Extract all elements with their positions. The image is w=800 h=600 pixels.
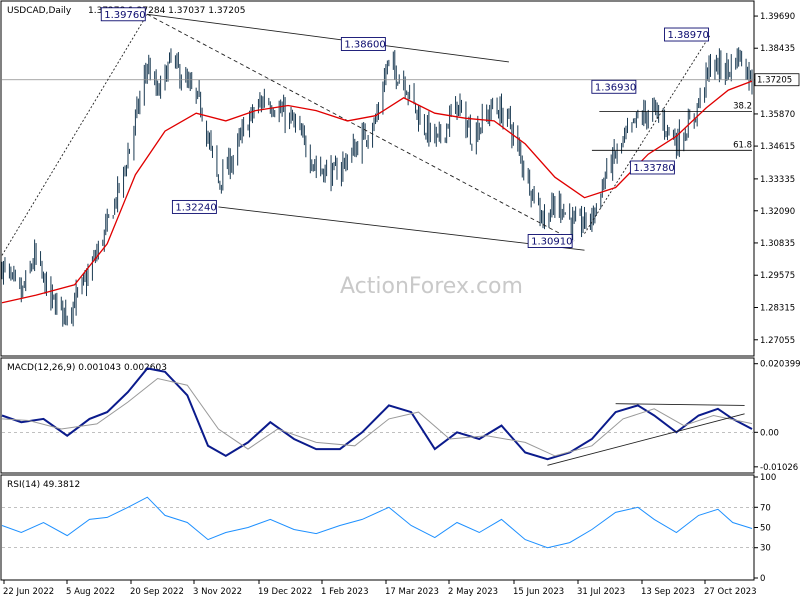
rsi-layer: 100 70 50 30 0 bbox=[1, 473, 776, 584]
price-annotation-box bbox=[340, 37, 386, 51]
price-trendline bbox=[147, 13, 509, 63]
price-tick-label: 1.29575 bbox=[760, 271, 795, 281]
current-price-label: 1.37205 bbox=[757, 76, 792, 86]
fib-level-label: 38.2 bbox=[733, 102, 752, 112]
rsi-tick-label: 100 bbox=[760, 473, 776, 483]
price-annotation-label: 1.38970 bbox=[667, 30, 708, 41]
ema-line bbox=[1, 80, 753, 304]
macd-tick-label: 0.020399 bbox=[760, 360, 800, 370]
x-tick-label: 19 Dec 2022 bbox=[258, 587, 312, 597]
price-candles bbox=[1, 47, 753, 327]
price-tick-label: 1.35870 bbox=[760, 110, 795, 120]
macd-tick-label: 0.00 bbox=[760, 428, 779, 438]
x-tick-label: 13 Sep 2023 bbox=[641, 587, 695, 597]
rsi-tick-label: 0 bbox=[760, 574, 765, 584]
x-tick-label: 15 Jun 2023 bbox=[513, 587, 564, 597]
price-tick-label: 1.33335 bbox=[760, 175, 795, 185]
price-trendline bbox=[584, 34, 711, 234]
macd-line bbox=[1, 367, 753, 461]
price-header-symbol: USDCAD,Daily bbox=[7, 6, 72, 16]
price-trendline bbox=[147, 13, 575, 242]
price-tick-label: 1.34615 bbox=[760, 142, 795, 152]
x-tick-label: 27 Oct 2023 bbox=[704, 587, 757, 597]
rsi-tick-label: 30 bbox=[760, 544, 771, 554]
macd-panel bbox=[0, 357, 755, 474]
price-annotation-label: 1.36930 bbox=[595, 82, 636, 93]
x-tick-label: 20 Sep 2022 bbox=[130, 587, 184, 597]
price-annotation-box bbox=[664, 27, 709, 42]
price-tick-label: 1.39690 bbox=[760, 12, 795, 22]
macd-header: MACD(12,26,9) 0.001043 0.002603 bbox=[7, 363, 167, 373]
x-tick-label: 31 Jul 2023 bbox=[577, 587, 625, 597]
price-trendline bbox=[218, 206, 585, 251]
price-tick-label: 1.30835 bbox=[760, 239, 795, 249]
price-overlays: 1.37205 38.2 61.8 bbox=[1, 13, 800, 304]
price-tick-label: 1.27055 bbox=[760, 336, 795, 346]
x-tick-label: 5 Aug 2022 bbox=[66, 587, 115, 597]
rsi-header: RSI(14) 49.3812 bbox=[7, 480, 80, 490]
x-tick-label: 22 Jun 2022 bbox=[3, 587, 54, 597]
price-header-ohlc: 1.37278 1.37284 1.37037 1.37205 bbox=[88, 6, 245, 16]
x-tick-label: 2 May 2023 bbox=[448, 587, 498, 597]
price-annotation-box bbox=[527, 234, 573, 248]
rsi-tick-label: 50 bbox=[760, 524, 771, 534]
macd-trendline bbox=[615, 403, 745, 406]
price-annotation-box bbox=[629, 160, 675, 175]
price-axis: 1.39690 1.38435 1.37205 1.35870 1.34615 1.333… bbox=[754, 12, 795, 346]
macd-trendline bbox=[547, 413, 745, 466]
price-annotation-box bbox=[171, 199, 217, 214]
signal-line bbox=[1, 377, 753, 457]
macd-layer: 0.020399 0.00 -0.01026 bbox=[1, 360, 800, 473]
price-annotation-label: 1.32240 bbox=[175, 202, 216, 213]
price-annotation-label: 1.38600 bbox=[344, 39, 385, 50]
x-tick-label: 17 Mar 2023 bbox=[385, 587, 439, 597]
rsi-line bbox=[1, 496, 753, 549]
rsi-tick-label: 70 bbox=[760, 503, 771, 513]
price-annotation-label: 1.30910 bbox=[531, 237, 572, 248]
price-annotation-box bbox=[591, 79, 637, 94]
current-price-box bbox=[754, 73, 800, 87]
price-tick-label: 1.38435 bbox=[760, 44, 795, 54]
price-annotation-box bbox=[100, 7, 146, 22]
price-annotation-label: 1.39760 bbox=[104, 10, 145, 21]
price-tick-label: 1.32090 bbox=[760, 207, 795, 217]
x-tick-label: 3 Nov 2022 bbox=[193, 587, 242, 597]
watermark: ActionForex.com bbox=[340, 274, 523, 299]
price-annotation-label: 1.33780 bbox=[633, 163, 674, 174]
price-tick-label: 1.28315 bbox=[760, 303, 795, 313]
x-tick-label: 1 Feb 2023 bbox=[321, 587, 369, 597]
x-axis: 22 Jun 2022 5 Aug 2022 20 Sep 2022 3 Nov 20… bbox=[3, 580, 757, 597]
price-annotations: 1.39760 1.38600 1.38970 1.36930 1.33780 1.322… bbox=[100, 7, 709, 248]
macd-tick-label: -0.01026 bbox=[760, 463, 798, 473]
fib-level-label: 61.8 bbox=[733, 140, 752, 150]
price-trendline bbox=[1, 14, 148, 256]
